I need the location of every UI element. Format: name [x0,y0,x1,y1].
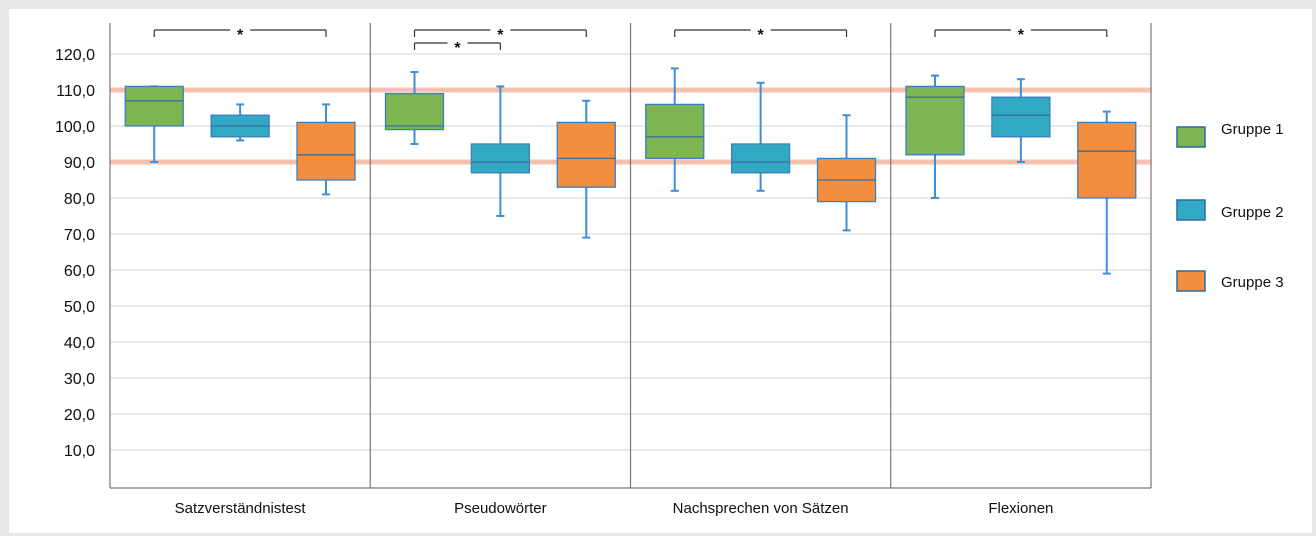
category-label: Flexionen [988,500,1053,517]
y-tick-label: 120,0 [55,47,95,64]
category-label: Satzverständnistest [175,500,307,517]
y-tick-label: 60,0 [64,263,95,280]
category-label: Nachsprechen von Sätzen [673,500,849,517]
legend-swatch [1176,126,1206,148]
legend-swatch [1176,270,1206,292]
legend-label: Gruppe 2 [1221,204,1284,221]
y-tick-label: 100,0 [55,119,95,136]
y-tick-label: 10,0 [64,443,95,460]
category-label: Pseudowörter [454,500,547,517]
y-tick-label: 50,0 [64,299,95,316]
box [296,121,356,181]
box [991,96,1051,138]
significance-star: * [237,27,244,44]
y-tick-label: 110,0 [56,83,95,100]
legend-swatch [1176,199,1206,221]
y-tick-label: 30,0 [64,371,95,388]
box-plot-chart: 120,0 110,0 100,0 90,0 80,0 70,0 60,0 50,0 40,0 3… [55,23,1284,517]
legend-label: Gruppe 3 [1221,274,1284,291]
box [730,143,791,174]
y-tick-label: 40,0 [64,335,95,352]
chart-frame: 120,0 110,0 100,0 90,0 80,0 70,0 60,0 50,0 40,0 3… [9,9,1312,533]
box [470,143,531,174]
y-tick-label: 90,0 [64,155,95,172]
y-tick-label: 70,0 [64,227,95,244]
box [1077,121,1137,199]
y-tick-label: 80,0 [64,191,95,208]
significance-star: * [454,40,461,57]
box [556,121,616,188]
y-tick-label: 20,0 [64,407,95,424]
box [384,92,445,131]
significance-star: * [497,27,504,44]
box [124,85,184,127]
significance-star: * [1018,27,1025,44]
significance-star: * [758,27,765,44]
legend-label: Gruppe 1 [1221,121,1284,138]
box [645,103,705,160]
